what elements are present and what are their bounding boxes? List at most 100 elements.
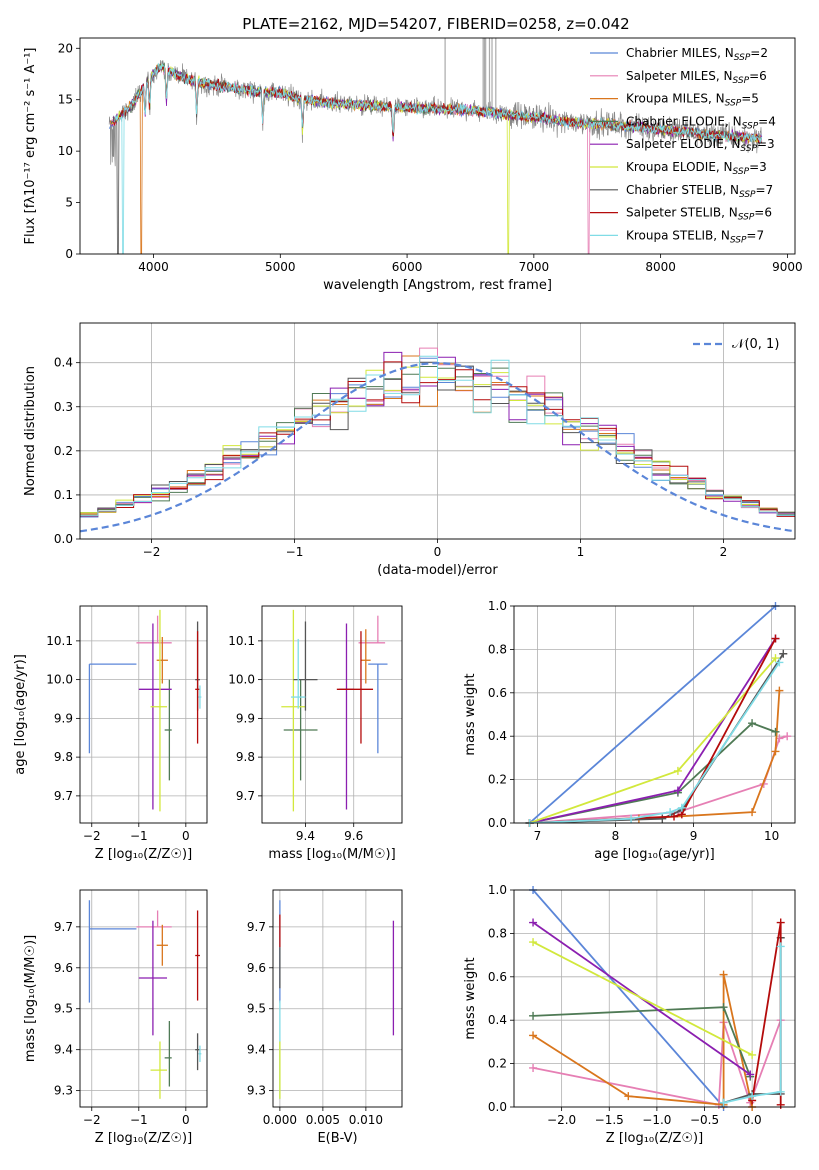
- legend-entry: Kroupa ELODIE, NSSP=3: [626, 160, 767, 177]
- y-tick-label: 9.6: [247, 961, 266, 975]
- weight-marker: [771, 747, 780, 756]
- model-kroupa-stelib: [113, 62, 762, 254]
- y-tick-label: 15: [58, 93, 73, 107]
- weight-line-kroupa-stelib: [723, 946, 782, 1104]
- x-tick-label: 9000: [772, 260, 803, 274]
- x-tick-label: 0: [434, 545, 442, 559]
- weight-line-chabrier-miles: [529, 606, 777, 823]
- y-tick-label: 9.7: [54, 920, 73, 934]
- y-axis-label: age [log₁₀(age/yr)]: [13, 654, 28, 775]
- y-tick-label: 1.0: [488, 599, 507, 613]
- x-tick-label: 8000: [645, 260, 676, 274]
- weight-marker: [670, 812, 679, 821]
- y-tick-label: 9.3: [247, 1084, 266, 1098]
- x-tick-label: −1: [286, 545, 304, 559]
- axes-frame: [79, 605, 208, 824]
- x-tick-label: 0: [182, 1113, 190, 1127]
- y-tick-label: 0.2: [488, 773, 507, 787]
- y-tick-label: 0.6: [488, 970, 507, 984]
- y-tick-label: 10.0: [228, 673, 255, 687]
- legend-entry: 𝒩(0, 1): [732, 337, 779, 352]
- y-tick-label: 9.7: [54, 789, 73, 803]
- y-tick-label: 1.0: [488, 883, 507, 897]
- spectrum-panel: 4000 5000 6000 7000 8000 9000 0 5 10 15 20 waveleng…: [23, 37, 803, 293]
- weight-marker: [529, 1063, 538, 1072]
- x-axis-label: age [log₁₀(age/yr)]: [594, 847, 715, 862]
- x-tick-label: −0.5: [690, 1113, 719, 1127]
- x-axis-label: Z [log₁₀(Z/Z☉)]: [95, 847, 192, 862]
- weight-line-chabrier-elodie: [533, 1006, 752, 1077]
- y-axis-label: Normed distribution: [23, 366, 38, 496]
- y-tick-label: 0.6: [488, 686, 507, 700]
- y-tick-label: 9.3: [54, 1084, 73, 1098]
- axes-frame: [513, 605, 796, 824]
- histogram-kroupa-stelib: [80, 355, 795, 516]
- weight-marker: [529, 938, 538, 947]
- y-tick-label: 5: [65, 196, 73, 210]
- x-tick-label: −2: [83, 1113, 101, 1127]
- spectrum-title: PLATE=2162, MJD=54207, FIBERID=0258, z=0…: [242, 15, 629, 33]
- y-tick-label: 0.8: [488, 926, 507, 940]
- x-tick-label: −1.5: [595, 1113, 624, 1127]
- mass-vs-Z-panel: −2 −1 0 9.3 9.4 9.5 9.6 9.7 Z [log₁₀(Z/Z☉)] mass …: [23, 889, 208, 1146]
- x-tick-label: 0.0: [743, 1113, 762, 1127]
- age-vs-Z-panel: −2 −1 0 9.7 9.8 9.9 10.0 10.1 Z [log₁₀(Z/Z☉)] age…: [13, 605, 208, 862]
- x-tick-label: −2: [83, 829, 101, 843]
- legend-entry: Salpeter ELODIE, NSSP=3: [626, 137, 775, 154]
- legend-entry: Chabrier MILES, NSSP=2: [626, 46, 768, 63]
- x-tick-label: 2: [720, 545, 728, 559]
- y-tick-label: 9.9: [236, 711, 255, 725]
- y-tick-label: 0.0: [54, 532, 73, 546]
- weight-line-kroupa-elodie: [532, 941, 753, 1056]
- weight-marker: [529, 1031, 538, 1040]
- x-tick-label: −1: [130, 1113, 148, 1127]
- weight-marker: [673, 766, 682, 775]
- legend-entry: Salpeter MILES, NSSP=6: [626, 69, 767, 86]
- axes-frame: [513, 889, 796, 1108]
- weight-marker: [771, 634, 780, 643]
- weight-line-chabrier-elodie: [529, 722, 776, 823]
- x-tick-label: 9.6: [344, 829, 363, 843]
- weight-marker: [779, 649, 788, 658]
- y-tick-label: 10.0: [46, 673, 73, 687]
- y-tick-label: 0.2: [488, 1057, 507, 1071]
- weight-marker: [776, 942, 785, 951]
- weight-marker: [719, 1098, 728, 1107]
- y-tick-label: 9.8: [236, 750, 255, 764]
- axes-frame: [79, 37, 796, 255]
- age-vs-mass-panel: 9.4 9.6 9.7 9.8 9.9 10.0 10.1 mass [log₁₀(M/M☉)…: [228, 605, 403, 862]
- x-tick-label: 4000: [138, 260, 169, 274]
- legend-entry: Kroupa MILES, NSSP=5: [626, 92, 759, 109]
- weight-marker: [776, 918, 785, 927]
- weight-marker: [771, 654, 780, 663]
- y-tick-label: 0.3: [54, 400, 73, 414]
- weight-marker: [658, 814, 667, 823]
- x-tick-label: −1.0: [642, 1113, 671, 1127]
- axes-frame: [272, 889, 403, 1108]
- weight-marker: [783, 732, 792, 741]
- x-axis-label: Z [log₁₀(Z/Z☉)]: [95, 1131, 192, 1146]
- x-tick-label: 9: [690, 829, 698, 843]
- weight-vs-age-panel: 7 8 9 10 0.0 0.2 0.4 0.6 0.8 1.0 age [log₁₀(age/yr…: [463, 599, 796, 862]
- axes-frame: [261, 605, 403, 824]
- x-axis-label: Z [log₁₀(Z/Z☉)]: [606, 1131, 703, 1146]
- y-tick-label: 0.4: [488, 1013, 507, 1027]
- y-tick-label: 9.8: [54, 750, 73, 764]
- gaussian-reference-curve: [79, 361, 796, 533]
- weight-marker: [748, 719, 757, 728]
- legend-entry: Chabrier STELIB, NSSP=7: [626, 183, 773, 200]
- weight-marker: [529, 1011, 538, 1020]
- x-tick-label: −2.0: [547, 1113, 576, 1127]
- y-tick-label: 10.1: [228, 634, 255, 648]
- weight-marker: [719, 970, 728, 979]
- x-tick-label: 9.4: [296, 829, 315, 843]
- y-tick-label: 0.0: [488, 1100, 507, 1114]
- weight-marker: [746, 1070, 755, 1079]
- y-tick-label: 0: [65, 247, 73, 261]
- x-axis-label: (data-model)/error: [377, 563, 498, 578]
- weight-marker: [771, 727, 780, 736]
- x-tick-label: 6000: [392, 260, 423, 274]
- weight-marker: [529, 918, 538, 927]
- weight-marker: [748, 808, 757, 817]
